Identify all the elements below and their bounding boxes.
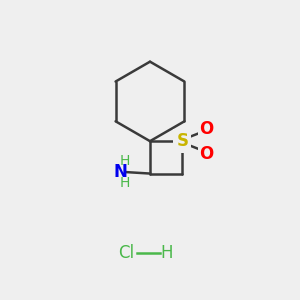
Text: H: H [120,176,130,190]
Text: O: O [200,145,214,163]
Text: H: H [120,154,130,168]
Text: N: N [114,163,128,181]
Text: O: O [200,120,214,138]
Text: H: H [160,244,172,262]
Text: Cl: Cl [118,244,134,262]
Text: S: S [176,132,188,150]
